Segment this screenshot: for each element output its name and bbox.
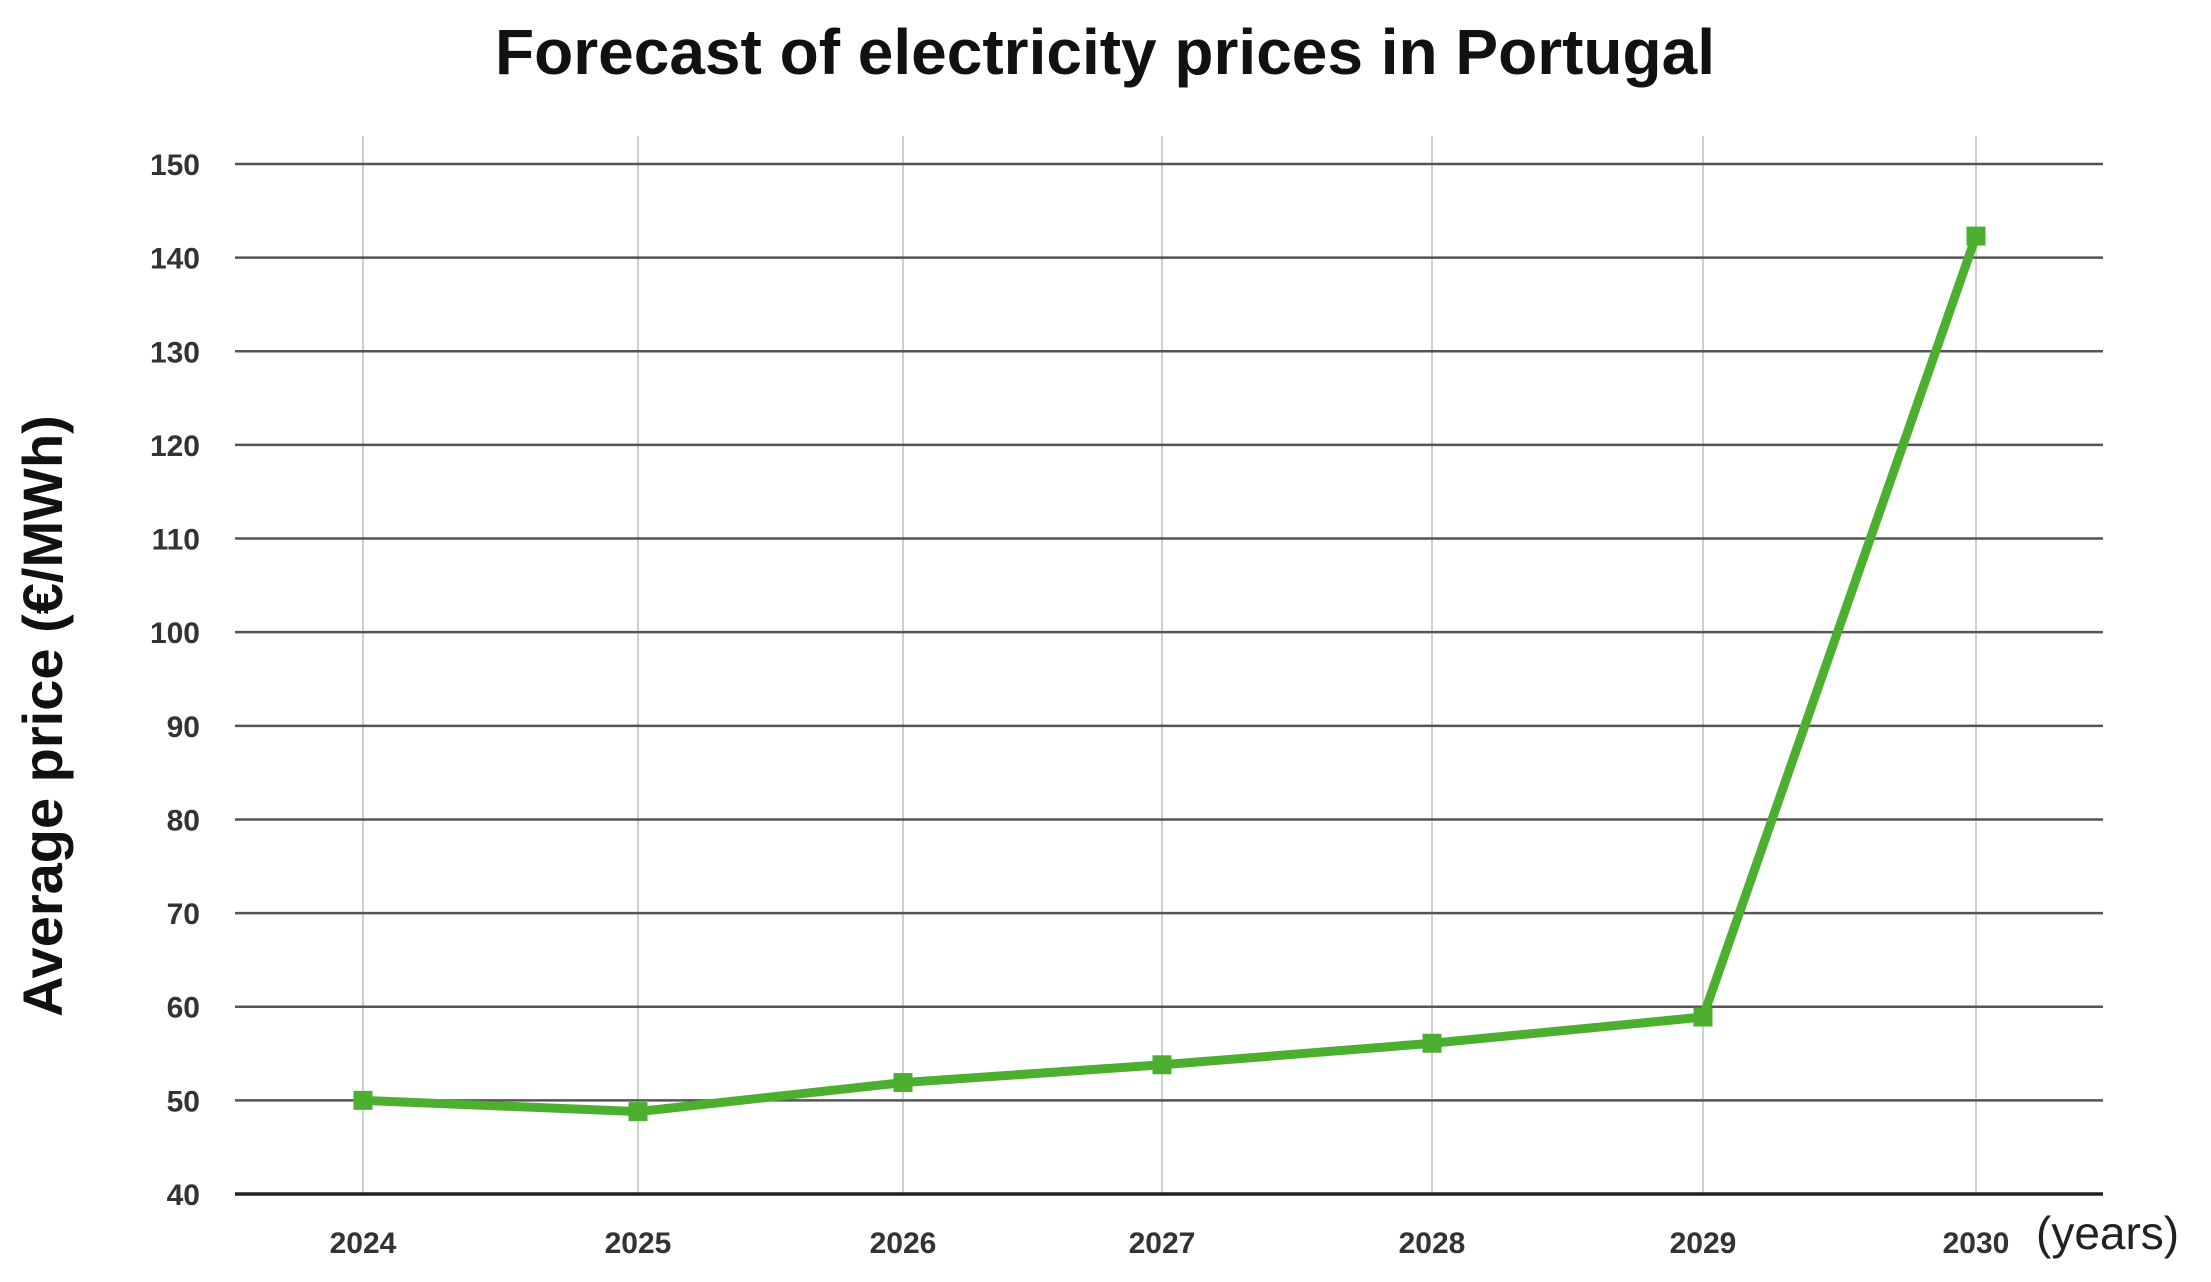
y-tick-label-70: 70: [167, 898, 200, 931]
x-tick-label-2027: 2027: [1129, 1227, 1196, 1260]
horizontal-gridlines: [235, 162, 2103, 1196]
y-tick-label-150: 150: [150, 149, 200, 182]
y-tick-label-60: 60: [167, 992, 200, 1025]
data-point-2030: [1966, 226, 1986, 246]
chart-title: Forecast of electricity prices in Portug…: [495, 16, 1715, 88]
data-point-2027: [1152, 1055, 1172, 1075]
y-tick-label-130: 130: [150, 336, 200, 369]
x-tick-label-2025: 2025: [605, 1227, 672, 1260]
x-tick-label-2024: 2024: [330, 1227, 397, 1260]
x-tick-labels: 2024 2025 2026 2027 2028 2029 2030: [330, 1227, 2010, 1260]
data-point-2028: [1422, 1033, 1442, 1053]
x-tick-label-2026: 2026: [870, 1227, 937, 1260]
data-point-2026: [893, 1073, 913, 1093]
y-tick-label-110: 110: [152, 524, 200, 557]
y-tick-labels: 40 50 60 70 80 90 100 110 120 130 140 150: [150, 149, 200, 1212]
data-point-2024: [353, 1090, 373, 1110]
y-tick-label-90: 90: [167, 711, 200, 744]
y-tick-label-100: 100: [150, 617, 200, 650]
y-tick-label-120: 120: [150, 430, 200, 463]
y-tick-label-80: 80: [167, 804, 200, 837]
x-axis-unit-label: (years): [2036, 1207, 2179, 1259]
y-axis-label: Average price (€/MWh): [11, 415, 74, 1017]
y-tick-label-50: 50: [167, 1085, 200, 1118]
series-line-0: [358, 231, 1981, 1117]
data-point-2029: [1693, 1007, 1713, 1027]
vertical-gridlines: [362, 136, 1977, 1194]
data-point-2025: [628, 1102, 648, 1122]
x-tick-label-2028: 2028: [1399, 1227, 1466, 1260]
x-tick-label-2030: 2030: [1943, 1227, 2010, 1260]
x-tick-label-2029: 2029: [1670, 1227, 1737, 1260]
series-layer: [353, 226, 1986, 1122]
y-tick-label-40: 40: [167, 1179, 200, 1212]
y-tick-label-140: 140: [150, 243, 200, 276]
